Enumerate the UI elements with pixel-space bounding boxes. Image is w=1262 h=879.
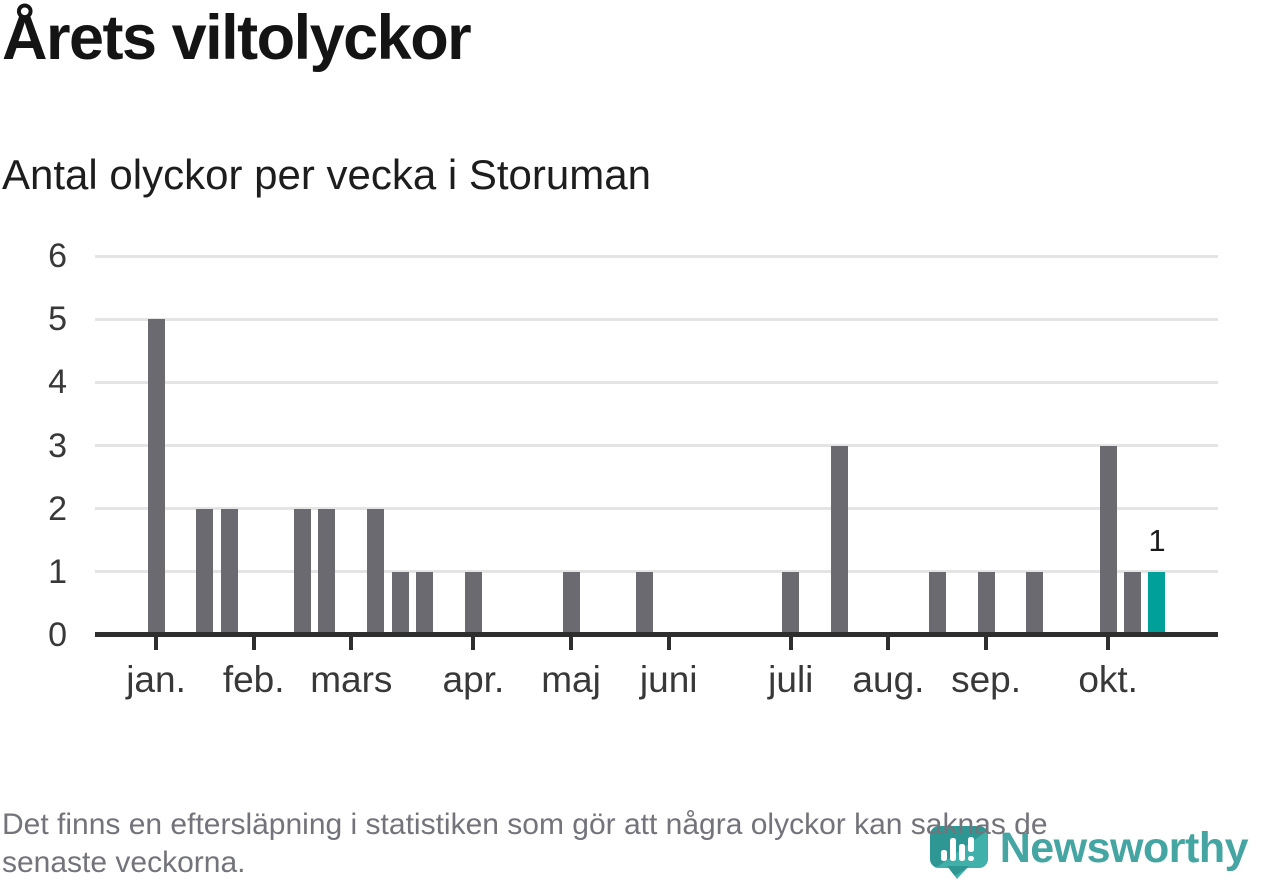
bar-week-12 xyxy=(391,571,409,635)
month-label-juni: juni xyxy=(639,659,698,700)
newsworthy-bubble-chart-icon xyxy=(929,826,988,879)
bar-week-2 xyxy=(147,319,165,635)
month-label-apr: apr. xyxy=(442,659,505,700)
gridline-3 xyxy=(95,444,1218,447)
y-axis-label-5: 5 xyxy=(48,300,67,339)
month-tick-aug xyxy=(886,637,891,650)
month-tick-sep xyxy=(984,637,989,650)
y-axis-label-1: 1 xyxy=(48,552,67,591)
highlight-bar-week-43 xyxy=(1148,571,1166,635)
newsworthy-logo: Newsworthy xyxy=(929,824,1249,879)
month-tick-mars xyxy=(349,637,354,650)
bar-value-label: 1 xyxy=(1148,522,1166,558)
month-tick-maj xyxy=(569,637,574,650)
month-tick-jan xyxy=(154,637,159,650)
bar-week-41 xyxy=(1099,445,1117,635)
bar-week-38 xyxy=(1026,571,1044,635)
month-label-aug: aug. xyxy=(852,659,925,700)
month-label-okt: okt. xyxy=(1078,659,1138,700)
month-label-feb: feb. xyxy=(222,659,285,700)
gridline-5 xyxy=(95,317,1218,321)
footnote: Det finns en eftersläpning i statistiken… xyxy=(2,806,1250,879)
bar-week-28 xyxy=(782,571,800,635)
bar-week-19 xyxy=(562,571,580,635)
gridline-4 xyxy=(95,380,1218,384)
month-label-maj: maj xyxy=(541,659,601,700)
chart-subtitle: Antal olyckor per vecka i Storuman xyxy=(2,151,651,198)
gridline-2 xyxy=(95,507,1218,511)
newsworthy-wordmark: Newsworthy xyxy=(999,824,1249,872)
y-axis-label-3: 3 xyxy=(48,426,67,465)
bar-week-11 xyxy=(367,508,385,635)
bar-week-22 xyxy=(635,571,653,635)
bar-week-4 xyxy=(196,508,214,635)
bar-week-9 xyxy=(318,508,336,635)
bar-week-15 xyxy=(464,571,482,635)
month-tick-feb xyxy=(251,637,256,650)
chart-title: Årets viltolyckor xyxy=(2,3,472,73)
y-axis-label-0: 0 xyxy=(48,616,67,654)
x-axis-line xyxy=(95,632,1218,637)
bar-week-34 xyxy=(928,571,946,635)
bar-week-30 xyxy=(831,445,849,635)
month-label-juli: juli xyxy=(768,659,814,700)
gridline-6 xyxy=(95,254,1218,258)
y-axis-label-6: 6 xyxy=(48,237,67,275)
month-tick-juli xyxy=(788,637,793,650)
y-axis-label-2: 2 xyxy=(48,489,67,528)
month-tick-apr xyxy=(471,637,476,650)
month-label-sep: sep. xyxy=(951,659,1022,700)
month-label-jan: jan. xyxy=(126,659,186,700)
footnote-line-1: Det finns en eftersläpning i statistiken… xyxy=(2,808,1048,841)
bar-week-5 xyxy=(220,508,238,635)
bar-week-8 xyxy=(294,508,311,635)
bar-week-36 xyxy=(977,571,995,635)
bar-week-13 xyxy=(416,571,434,635)
month-tick-okt xyxy=(1106,637,1111,650)
bar-week-42 xyxy=(1124,571,1142,635)
month-tick-juni xyxy=(666,637,671,650)
month-label-mars: mars xyxy=(310,659,393,700)
bar-chart-plot-area: 1 jan. feb. mars apr. maj juni juli aug. sep. okt. xyxy=(95,254,1218,698)
y-axis-labels: 0 1 2 3 4 5 6 xyxy=(0,239,67,652)
y-axis-label-4: 4 xyxy=(48,363,67,402)
footnote-line-2: senaste veckorna. xyxy=(2,846,246,879)
gridline-1 xyxy=(95,570,1218,574)
